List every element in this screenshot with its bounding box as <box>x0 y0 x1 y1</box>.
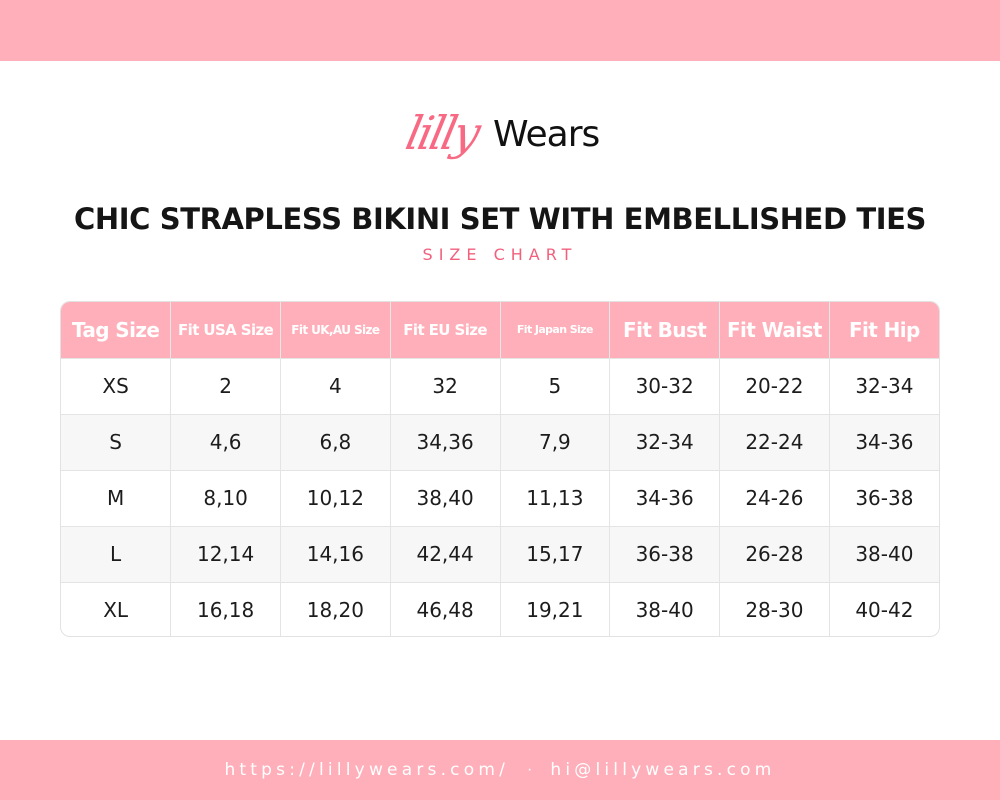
cell-usa-size: 8,10 <box>170 469 281 526</box>
header-bust: Fit Bust <box>609 302 720 358</box>
cell-usa-size: 4,6 <box>170 413 281 470</box>
header-uk-au-size: Fit UK,AU Size <box>280 302 391 358</box>
size-chart-label: SIZE CHART <box>422 245 578 264</box>
table-row: L 12,14 14,16 42,44 15,17 36-38 26-28 38… <box>61 525 939 582</box>
header-usa-size: Fit USA Size <box>170 302 281 358</box>
cell-hip: 40-42 <box>829 581 939 636</box>
cell-hip: 34-36 <box>829 413 939 470</box>
cell-uk-au-size: 14,16 <box>280 525 391 582</box>
cell-bust: 30-32 <box>609 357 720 414</box>
cell-hip: 32-34 <box>829 357 939 414</box>
header-eu-size: Fit EU Size <box>390 302 501 358</box>
cell-bust: 34-36 <box>609 469 720 526</box>
table-row: M 8,10 10,12 38,40 11,13 34-36 24-26 36-… <box>61 469 939 526</box>
table-header-row: Tag Size Fit USA Size Fit UK,AU Size Fit… <box>61 302 939 358</box>
cell-waist: 24-26 <box>719 469 830 526</box>
cell-usa-size: 12,14 <box>170 525 281 582</box>
cell-bust: 36-38 <box>609 525 720 582</box>
cell-waist: 20-22 <box>719 357 830 414</box>
cell-uk-au-size: 6,8 <box>280 413 391 470</box>
cell-tag-size: XL <box>61 581 172 636</box>
brand-logo: lilly Wears <box>401 100 605 175</box>
cell-eu-size: 32 <box>390 357 501 414</box>
cell-eu-size: 42,44 <box>390 525 501 582</box>
table-row: XL 16,18 18,20 46,48 19,21 38-40 28-30 4… <box>61 581 939 636</box>
cell-tag-size: L <box>61 525 172 582</box>
cell-usa-size: 2 <box>170 357 281 414</box>
logo-sans-text: Wears <box>493 114 600 155</box>
cell-bust: 38-40 <box>609 581 720 636</box>
logo-script-text: lilly <box>401 106 483 160</box>
cell-japan-size: 7,9 <box>500 413 611 470</box>
cell-japan-size: 11,13 <box>500 469 611 526</box>
cell-waist: 28-30 <box>719 581 830 636</box>
header-japan-size: Fit Japan Size <box>500 302 611 358</box>
website-link[interactable]: https://lillywears.com/ <box>224 760 510 780</box>
cell-japan-size: 5 <box>500 357 611 414</box>
cell-tag-size: S <box>61 413 172 470</box>
cell-hip: 38-40 <box>829 525 939 582</box>
cell-eu-size: 38,40 <box>390 469 501 526</box>
cell-tag-size: M <box>61 469 172 526</box>
cell-tag-size: XS <box>61 357 172 414</box>
footer-separator: · <box>527 761 533 778</box>
cell-uk-au-size: 10,12 <box>280 469 391 526</box>
table-row: S 4,6 6,8 34,36 7,9 32-34 22-24 34-36 <box>61 413 939 470</box>
cell-bust: 32-34 <box>609 413 720 470</box>
product-title: CHIC STRAPLESS BIKINI SET WITH EMBELLISH… <box>73 202 927 236</box>
cell-eu-size: 34,36 <box>390 413 501 470</box>
cell-japan-size: 19,21 <box>500 581 611 636</box>
cell-waist: 26-28 <box>719 525 830 582</box>
cell-usa-size: 16,18 <box>170 581 281 636</box>
footer-banner: https://lillywears.com/ · hi@lillywears.… <box>0 740 1000 800</box>
table-row: XS 2 4 32 5 30-32 20-22 32-34 <box>61 357 939 414</box>
cell-japan-size: 15,17 <box>500 525 611 582</box>
email-link[interactable]: hi@lillywears.com <box>550 760 776 780</box>
cell-eu-size: 46,48 <box>390 581 501 636</box>
header-hip: Fit Hip <box>829 302 939 358</box>
header-tag-size: Tag Size <box>61 302 172 358</box>
cell-hip: 36-38 <box>829 469 939 526</box>
size-chart-table: Tag Size Fit USA Size Fit UK,AU Size Fit… <box>60 301 940 637</box>
header-waist: Fit Waist <box>719 302 830 358</box>
cell-waist: 22-24 <box>719 413 830 470</box>
top-banner <box>0 0 1000 61</box>
cell-uk-au-size: 18,20 <box>280 581 391 636</box>
cell-uk-au-size: 4 <box>280 357 391 414</box>
